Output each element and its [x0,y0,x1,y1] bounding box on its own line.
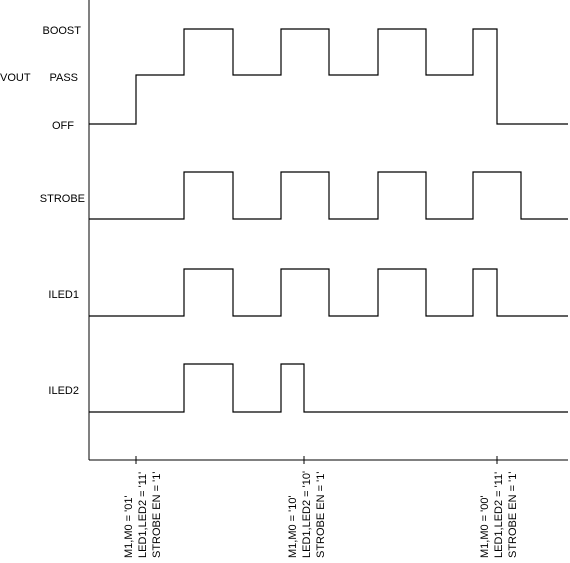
iled2-waveform [89,363,568,413]
vout-level-off: OFF [52,120,74,132]
annotation-1-line-2: LED1,LED2 = '11' [137,472,149,558]
annotation-3-line-1: M1,M0 = '00' [479,495,491,558]
annotation-2-line-3: STROBE EN = '1' [315,472,327,558]
iled1-label: ILED1 [48,289,79,301]
annotation-1-line-1: M1,M0 = '01' [123,495,135,558]
iled1-waveform [89,268,568,317]
annotation-3-line-3: STROBE EN = '1' [507,472,519,558]
iled2-label: ILED2 [48,385,79,397]
vout-level-pass: PASS [49,72,78,84]
annotation-group-1: M1,M0 = '01' LED1,LED2 = '11' STROBE EN … [123,472,163,558]
annotation-3-line-2: LED1,LED2 = '11' [493,472,505,558]
strobe-label: STROBE [40,193,85,205]
annotation-2-line-2: LED1,LED2 = '10' [301,471,313,558]
vout-level-boost: BOOST [42,25,81,37]
annotation-group-3: M1,M0 = '00' LED1,LED2 = '11' STROBE EN … [479,472,519,558]
annotation-group-2: M1,M0 = '10' LED1,LED2 = '10' STROBE EN … [287,471,327,558]
vout-waveform [89,28,568,125]
strobe-waveform [89,171,568,220]
vout-label: VOUT [0,72,31,84]
annotation-2-line-1: M1,M0 = '10' [287,495,299,558]
annotation-1-line-3: STROBE EN = '1' [151,472,163,558]
